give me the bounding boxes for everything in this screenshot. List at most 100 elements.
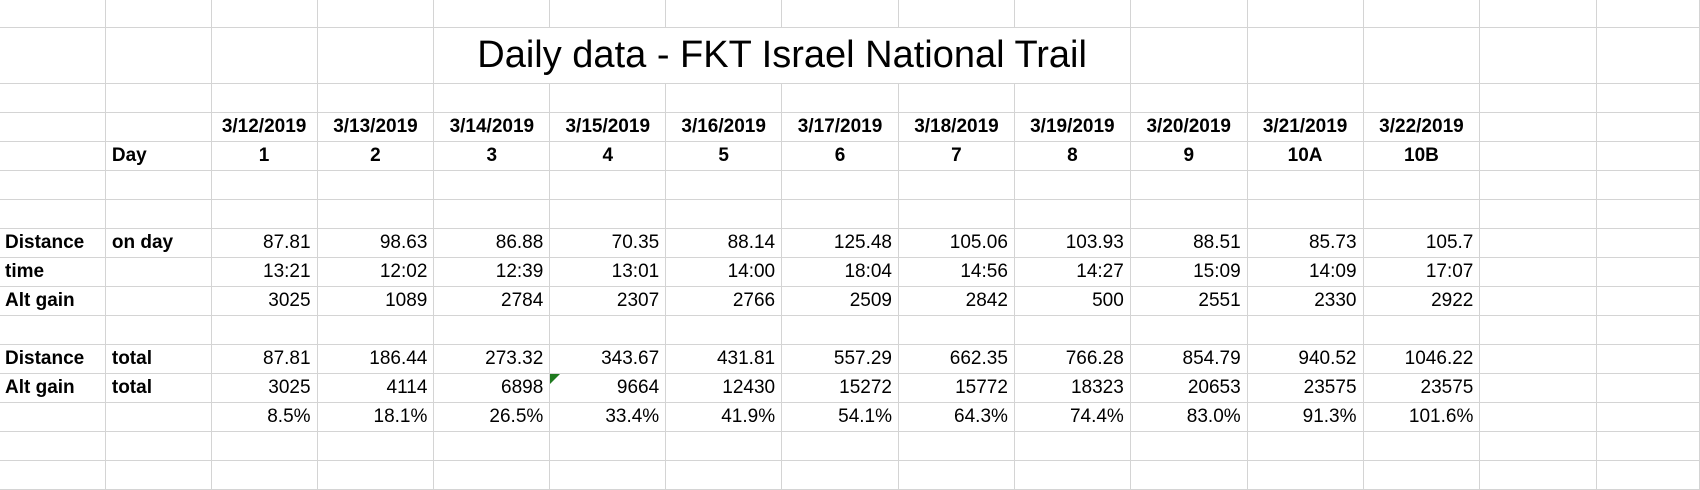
value-cell[interactable]: 105.7 [1362, 228, 1481, 258]
value-cell[interactable]: 101.6% [1362, 402, 1481, 432]
empty-cell[interactable] [1595, 112, 1700, 142]
value-cell[interactable]: 431.81 [665, 344, 783, 374]
date-header-cell[interactable]: 3/20/2019 [1129, 112, 1248, 142]
value-cell[interactable]: 2922 [1362, 286, 1481, 316]
value-cell[interactable]: 12:02 [316, 257, 435, 287]
row-sublabel-cell[interactable]: total [104, 373, 212, 403]
value-cell[interactable]: 23575 [1246, 373, 1364, 403]
value-cell[interactable]: 14:56 [898, 257, 1015, 287]
value-cell[interactable]: 103.93 [1013, 228, 1131, 258]
day-number-cell[interactable]: 8 [1013, 141, 1131, 171]
date-header-cell[interactable]: 3/14/2019 [433, 112, 551, 142]
value-cell[interactable]: 2784 [433, 286, 551, 316]
value-cell[interactable]: 26.5% [433, 402, 551, 432]
value-cell[interactable]: 500 [1013, 286, 1131, 316]
empty-cell[interactable] [1479, 286, 1597, 316]
day-number-cell[interactable]: 9 [1129, 141, 1248, 171]
empty-cell[interactable] [1479, 373, 1597, 403]
value-cell[interactable]: 766.28 [1013, 344, 1131, 374]
value-cell[interactable]: 6898 [433, 373, 551, 403]
value-cell[interactable]: 2330 [1246, 286, 1364, 316]
day-number-cell[interactable]: 2 [316, 141, 435, 171]
value-cell[interactable]: 3025 [210, 373, 318, 403]
value-cell[interactable]: 15772 [898, 373, 1015, 403]
date-header-cell[interactable]: 3/18/2019 [898, 112, 1015, 142]
row-label-cell[interactable]: Alt gain [0, 286, 106, 316]
value-cell[interactable]: 33.4% [549, 402, 667, 432]
title-cell[interactable]: Daily data - FKT Israel National Trail [433, 27, 1131, 84]
empty-cell[interactable] [1479, 112, 1597, 142]
row-label-cell[interactable]: time [0, 257, 106, 287]
value-cell[interactable]: 4114 [316, 373, 435, 403]
value-cell[interactable]: 13:01 [549, 257, 667, 287]
value-cell[interactable]: 41.9% [665, 402, 783, 432]
value-cell[interactable]: 2509 [781, 286, 899, 316]
day-number-cell[interactable]: 1 [210, 141, 318, 171]
value-cell[interactable]: 20653 [1129, 373, 1248, 403]
value-cell[interactable]: 18.1% [316, 402, 435, 432]
value-cell[interactable]: 64.3% [898, 402, 1015, 432]
row-sublabel-cell[interactable]: on day [104, 228, 212, 258]
day-number-cell[interactable]: 4 [549, 141, 667, 171]
date-header-cell[interactable]: 3/22/2019 [1362, 112, 1481, 142]
date-header-cell[interactable]: 3/19/2019 [1013, 112, 1131, 142]
value-cell[interactable]: 12430 [665, 373, 783, 403]
value-cell[interactable]: 14:00 [665, 257, 783, 287]
empty-cell[interactable] [1479, 257, 1597, 287]
row-label-cell[interactable]: Alt gain [0, 373, 106, 403]
empty-cell[interactable] [1479, 228, 1597, 258]
value-cell[interactable]: 18323 [1013, 373, 1131, 403]
day-number-cell[interactable]: 3 [433, 141, 551, 171]
value-cell[interactable]: 3025 [210, 286, 318, 316]
value-cell[interactable]: 15:09 [1129, 257, 1248, 287]
value-cell[interactable]: 18:04 [781, 257, 899, 287]
cell-note-indicator-icon[interactable] [550, 374, 561, 384]
value-cell[interactable]: 557.29 [781, 344, 899, 374]
value-cell[interactable]: 2307 [549, 286, 667, 316]
value-cell[interactable]: 70.35 [549, 228, 667, 258]
value-cell[interactable]: 343.67 [549, 344, 667, 374]
value-cell[interactable]: 854.79 [1129, 344, 1248, 374]
row-sublabel-cell[interactable]: total [104, 344, 212, 374]
empty-cell[interactable] [1479, 141, 1597, 171]
value-cell[interactable]: 83.0% [1129, 402, 1248, 432]
value-cell[interactable]: 8.5% [210, 402, 318, 432]
value-cell[interactable]: 2551 [1129, 286, 1248, 316]
empty-cell[interactable] [1595, 402, 1700, 432]
date-header-cell[interactable]: 3/17/2019 [781, 112, 899, 142]
value-cell[interactable]: 2766 [665, 286, 783, 316]
value-cell[interactable]: 88.14 [665, 228, 783, 258]
row-label-cell[interactable] [0, 402, 106, 432]
empty-cell[interactable] [1479, 402, 1597, 432]
value-cell[interactable]: 12:39 [433, 257, 551, 287]
value-cell[interactable]: 23575 [1362, 373, 1481, 403]
row-sublabel-cell[interactable] [104, 286, 212, 316]
empty-cell[interactable] [1595, 286, 1700, 316]
date-header-cell[interactable]: 3/16/2019 [665, 112, 783, 142]
value-cell[interactable]: 17:07 [1362, 257, 1481, 287]
value-cell[interactable]: 1089 [316, 286, 435, 316]
empty-cell[interactable] [1595, 257, 1700, 287]
empty-cell[interactable] [1595, 141, 1700, 171]
value-cell[interactable]: 88.51 [1129, 228, 1248, 258]
day-number-cell[interactable]: 6 [781, 141, 899, 171]
empty-cell[interactable] [1479, 344, 1597, 374]
empty-cell[interactable] [1595, 228, 1700, 258]
value-cell[interactable]: 940.52 [1246, 344, 1364, 374]
row-label-cell[interactable]: Distance [0, 344, 106, 374]
value-cell[interactable]: 87.81 [210, 344, 318, 374]
empty-cell[interactable] [1595, 344, 1700, 374]
value-cell[interactable]: 85.73 [1246, 228, 1364, 258]
row-sublabel-cell[interactable] [104, 257, 212, 287]
value-cell[interactable]: 186.44 [316, 344, 435, 374]
empty-cell[interactable] [1595, 373, 1700, 403]
day-number-cell[interactable]: 7 [898, 141, 1015, 171]
value-cell[interactable]: 74.4% [1013, 402, 1131, 432]
value-cell[interactable]: 9664 [549, 373, 667, 403]
value-cell[interactable]: 105.06 [898, 228, 1015, 258]
value-cell[interactable]: 91.3% [1246, 402, 1364, 432]
row-label-cell[interactable]: Distance [0, 228, 106, 258]
date-header-cell[interactable]: 3/13/2019 [316, 112, 435, 142]
value-cell[interactable]: 86.88 [433, 228, 551, 258]
value-cell[interactable]: 98.63 [316, 228, 435, 258]
